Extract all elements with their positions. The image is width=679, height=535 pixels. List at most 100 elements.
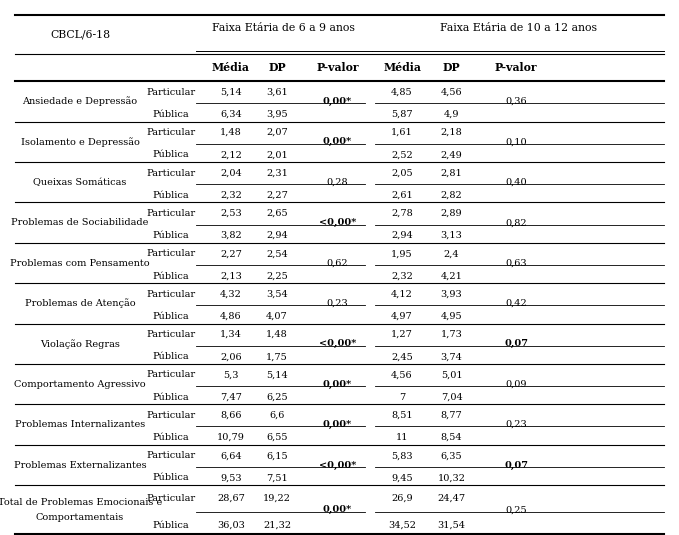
Text: 26,9: 26,9 [391,494,413,503]
Text: 4,56: 4,56 [441,88,462,97]
Text: 2,07: 2,07 [266,128,288,137]
Text: Particular: Particular [147,209,196,218]
Text: 5,01: 5,01 [441,370,462,379]
Text: 2,52: 2,52 [391,150,413,159]
Text: 1,75: 1,75 [266,352,288,361]
Text: 2,81: 2,81 [441,169,462,178]
Text: 2,89: 2,89 [441,209,462,218]
Text: 10,32: 10,32 [437,473,466,483]
Text: 2,94: 2,94 [391,231,413,240]
Text: 6,6: 6,6 [270,411,285,420]
Text: 4,07: 4,07 [266,312,288,321]
Text: DP: DP [268,62,286,73]
Text: 2,78: 2,78 [391,209,413,218]
Text: 8,51: 8,51 [391,411,413,420]
Text: 0,40: 0,40 [505,178,527,187]
Text: Total de Problemas Emocionais e: Total de Problemas Emocionais e [0,498,162,507]
Text: 3,95: 3,95 [266,110,288,119]
Text: 0,00*: 0,00* [323,380,352,389]
Text: 0,09: 0,09 [505,380,527,389]
Text: Faixa Etária de 6 a 9 anos: Faixa Etária de 6 a 9 anos [213,22,355,33]
Text: Particular: Particular [147,451,196,460]
Text: 8,66: 8,66 [220,411,242,420]
Text: 31,54: 31,54 [437,521,466,530]
Text: Pública: Pública [153,352,189,361]
Text: 0,23: 0,23 [327,299,348,308]
Text: 2,94: 2,94 [266,231,288,240]
Text: Particular: Particular [147,370,196,379]
Text: 1,73: 1,73 [441,330,462,339]
Text: Particular: Particular [147,169,196,178]
Text: 2,53: 2,53 [220,209,242,218]
Text: Média: Média [383,62,421,73]
Text: Pública: Pública [153,433,189,442]
Text: 3,93: 3,93 [441,289,462,299]
Text: 0,00*: 0,00* [323,506,352,514]
Text: 0,23: 0,23 [505,420,527,429]
Text: 4,85: 4,85 [391,88,413,97]
Text: 2,45: 2,45 [391,352,413,361]
Text: 4,97: 4,97 [391,312,413,321]
Text: Problemas Externalizantes: Problemas Externalizantes [14,461,147,470]
Text: 36,03: 36,03 [217,521,245,530]
Text: 4,32: 4,32 [220,289,242,299]
Text: 5,3: 5,3 [223,370,238,379]
Text: 1,34: 1,34 [220,330,242,339]
Text: Pública: Pública [153,150,189,159]
Text: 6,34: 6,34 [220,110,242,119]
Text: Violação Regras: Violação Regras [40,339,120,349]
Text: 1,48: 1,48 [220,128,242,137]
Text: 1,48: 1,48 [266,330,288,339]
Text: 4,9: 4,9 [444,110,459,119]
Text: 2,25: 2,25 [266,271,288,280]
Text: 2,31: 2,31 [266,169,288,178]
Text: 2,32: 2,32 [220,190,242,200]
Text: 10,79: 10,79 [217,433,245,442]
Text: 5,87: 5,87 [391,110,413,119]
Text: 6,15: 6,15 [266,451,288,460]
Text: 2,12: 2,12 [220,150,242,159]
Text: 0,42: 0,42 [505,299,527,308]
Text: Pública: Pública [153,110,189,119]
Text: 0,00*: 0,00* [323,420,352,429]
Text: Média: Média [212,62,250,73]
Text: 0,63: 0,63 [505,258,527,268]
Text: 0,10: 0,10 [505,137,527,147]
Text: 0,00*: 0,00* [323,97,352,106]
Text: 7: 7 [399,393,405,402]
Text: Pública: Pública [153,473,189,483]
Text: 11: 11 [396,433,408,442]
Text: 2,27: 2,27 [220,249,242,258]
Text: CBCL/6-18: CBCL/6-18 [50,29,110,39]
Text: Pública: Pública [153,393,189,402]
Text: Ansiedade e Depressão: Ansiedade e Depressão [22,97,138,106]
Text: 0,28: 0,28 [327,178,348,187]
Text: 7,47: 7,47 [220,393,242,402]
Text: DP: DP [443,62,460,73]
Text: Particular: Particular [147,411,196,420]
Text: 3,13: 3,13 [441,231,462,240]
Text: 4,86: 4,86 [220,312,242,321]
Text: <0,00*: <0,00* [319,339,356,348]
Text: 2,27: 2,27 [266,190,288,200]
Text: 1,27: 1,27 [391,330,413,339]
Text: Faixa Etária de 10 a 12 anos: Faixa Etária de 10 a 12 anos [439,22,597,33]
Text: 2,13: 2,13 [220,271,242,280]
Text: Pública: Pública [153,271,189,280]
Text: P-valor: P-valor [316,62,359,73]
Text: Particular: Particular [147,289,196,299]
Text: 2,05: 2,05 [391,169,413,178]
Text: 0,82: 0,82 [505,218,527,227]
Text: 2,54: 2,54 [266,249,288,258]
Text: 24,47: 24,47 [437,494,466,503]
Text: Particular: Particular [147,494,196,503]
Text: Pública: Pública [153,190,189,200]
Text: Queixas Somáticas: Queixas Somáticas [33,178,127,187]
Text: Particular: Particular [147,88,196,97]
Text: 9,45: 9,45 [391,473,413,483]
Text: 4,95: 4,95 [441,312,462,321]
Text: 3,54: 3,54 [266,289,288,299]
Text: P-valor: P-valor [495,62,537,73]
Text: 2,01: 2,01 [266,150,288,159]
Text: 0,25: 0,25 [505,506,527,514]
